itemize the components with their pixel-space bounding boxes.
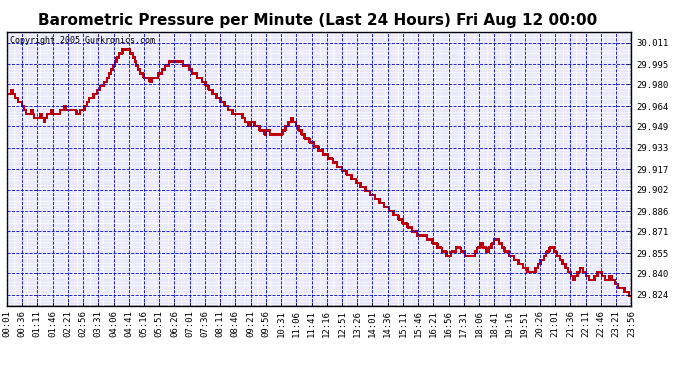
Text: Barometric Pressure per Minute (Last 24 Hours) Fri Aug 12 00:00: Barometric Pressure per Minute (Last 24 … xyxy=(38,13,597,28)
Text: Copyright 2005 Gurkronics.com: Copyright 2005 Gurkronics.com xyxy=(10,36,155,45)
